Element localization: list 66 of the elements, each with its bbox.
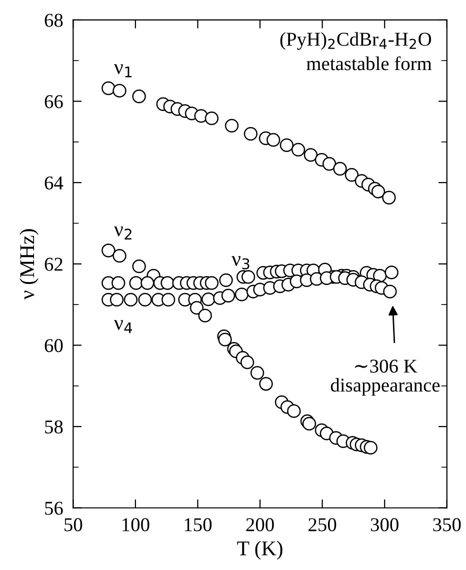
point bbox=[383, 284, 397, 298]
x-tick-label: 150 bbox=[184, 518, 212, 532]
point bbox=[112, 248, 126, 263]
point bbox=[250, 366, 264, 380]
y-tick-label: 62 bbox=[44, 258, 62, 271]
point bbox=[384, 266, 398, 280]
point bbox=[190, 300, 204, 315]
point bbox=[344, 168, 359, 182]
point bbox=[244, 126, 258, 141]
point bbox=[364, 440, 378, 455]
y-tick-label: 56 bbox=[45, 502, 63, 515]
point bbox=[382, 190, 396, 204]
point bbox=[240, 355, 254, 370]
x-tick-label: 350 bbox=[433, 518, 461, 532]
point bbox=[124, 292, 138, 307]
point bbox=[162, 292, 176, 307]
point bbox=[201, 292, 216, 306]
series-label: ν$_{2}$ bbox=[114, 226, 132, 240]
point bbox=[132, 90, 146, 104]
point bbox=[322, 157, 336, 171]
point bbox=[234, 288, 249, 302]
series-label: ν$_{3}$ bbox=[232, 256, 250, 270]
point bbox=[204, 112, 219, 126]
y-axis-title: ν (MHz) bbox=[20, 229, 38, 300]
point bbox=[204, 276, 219, 290]
point bbox=[266, 133, 280, 147]
point bbox=[140, 276, 154, 290]
point bbox=[110, 292, 124, 307]
x-tick-label: 50 bbox=[64, 518, 82, 532]
point bbox=[102, 244, 116, 258]
series-label: ν$_{4}$ bbox=[114, 320, 132, 334]
point bbox=[218, 332, 232, 346]
point bbox=[291, 142, 306, 156]
point bbox=[112, 84, 126, 98]
point bbox=[259, 377, 273, 391]
point bbox=[371, 184, 386, 198]
point bbox=[302, 416, 316, 431]
point bbox=[287, 404, 301, 418]
point bbox=[304, 148, 318, 162]
point bbox=[280, 138, 294, 152]
y-tick-label: 66 bbox=[44, 95, 63, 108]
point bbox=[224, 118, 239, 132]
x-tick-label: 100 bbox=[122, 518, 150, 532]
x-tick-label: 300 bbox=[370, 518, 398, 532]
x-axis-title: T (K) bbox=[237, 540, 282, 560]
text: (PyH)$_{2}$CdBr$_{4}$-H$_{2}$O bbox=[280, 32, 432, 50]
point bbox=[102, 81, 116, 96]
point bbox=[198, 308, 212, 322]
point bbox=[333, 162, 347, 176]
x-tick-label: 250 bbox=[308, 518, 336, 532]
point bbox=[241, 270, 256, 284]
text: metastable form bbox=[306, 56, 432, 70]
point bbox=[129, 276, 143, 290]
point bbox=[138, 292, 152, 307]
y-tick-label: 64 bbox=[44, 176, 64, 190]
y-tick-label: 60 bbox=[44, 339, 63, 352]
point bbox=[219, 273, 233, 288]
y-tick-label: 68 bbox=[44, 14, 63, 27]
point bbox=[160, 276, 174, 290]
annotation: ∼306 K disappearance bbox=[330, 360, 440, 396]
x-tick-label: 200 bbox=[246, 518, 274, 532]
series-label: ν$_{1}$ bbox=[114, 64, 132, 78]
point bbox=[221, 288, 236, 302]
point bbox=[112, 276, 126, 290]
point bbox=[132, 260, 146, 274]
y-tick-label: 58 bbox=[45, 420, 63, 434]
